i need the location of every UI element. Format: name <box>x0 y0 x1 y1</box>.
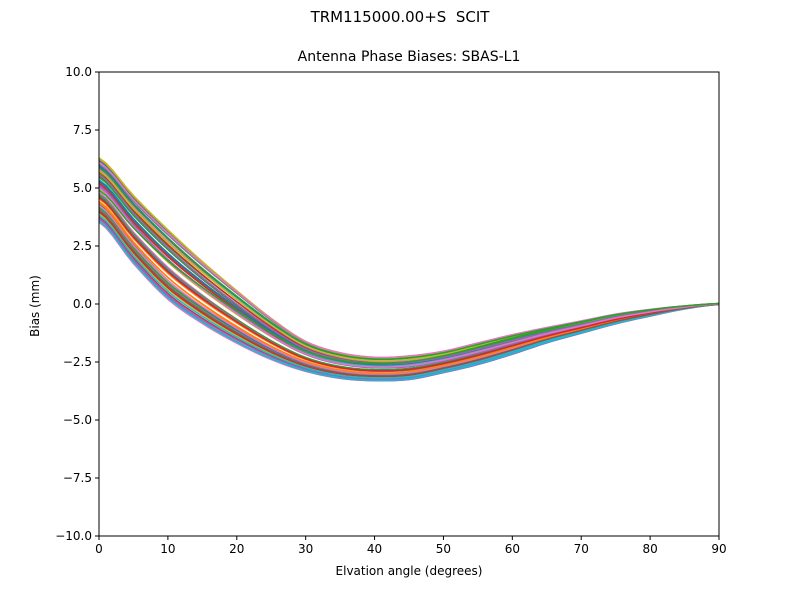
x-tick-label: 90 <box>711 542 726 556</box>
curves-group <box>99 157 719 382</box>
bias-curve <box>99 211 719 378</box>
bias-curve <box>99 214 719 379</box>
x-tick-label: 40 <box>367 542 382 556</box>
bias-curve <box>99 209 719 377</box>
bias-curve <box>99 176 719 364</box>
y-tick-label: −2.5 <box>63 355 92 369</box>
bias-curve <box>99 198 719 373</box>
x-tick-label: 80 <box>642 542 657 556</box>
x-axis-label: Elvation angle (degrees) <box>335 564 483 578</box>
y-tick-label: 5.0 <box>73 181 92 195</box>
bias-curve <box>99 173 719 363</box>
y-tick-label: 0.0 <box>73 297 92 311</box>
bias-curve <box>99 157 719 359</box>
y-tick-label: 2.5 <box>73 239 92 253</box>
x-tick-label: 60 <box>505 542 520 556</box>
bias-curve <box>99 189 719 365</box>
chart-title: Antenna Phase Biases: SBAS-L1 <box>297 49 521 65</box>
y-tick-label: −7.5 <box>63 471 92 485</box>
x-tick-label: 50 <box>436 542 451 556</box>
y-tick-label: −10.0 <box>55 529 92 543</box>
x-tick-label: 10 <box>160 542 175 556</box>
x-tick-label: 20 <box>229 542 244 556</box>
bias-curve <box>99 195 719 372</box>
x-tick-label: 70 <box>574 542 589 556</box>
bias-curve <box>99 202 719 374</box>
bias-curve <box>99 158 719 359</box>
bias-curve <box>99 220 719 381</box>
bias-curve <box>99 187 719 368</box>
y-tick-label: 7.5 <box>73 123 92 137</box>
x-tick-label: 0 <box>95 542 103 556</box>
x-tick-label: 30 <box>298 542 313 556</box>
bias-curve <box>99 188 719 369</box>
bias-curve <box>99 216 719 380</box>
bias-curve <box>99 212 719 378</box>
bias-curve <box>99 174 719 365</box>
y-tick-label: 10.0 <box>65 65 92 79</box>
y-tick-label: −5.0 <box>63 413 92 427</box>
bias-curve <box>99 209 719 379</box>
bias-curve <box>99 179 719 366</box>
bias-curve <box>99 196 719 372</box>
figure-suptitle: TRM115000.00+S SCIT <box>310 8 490 26</box>
